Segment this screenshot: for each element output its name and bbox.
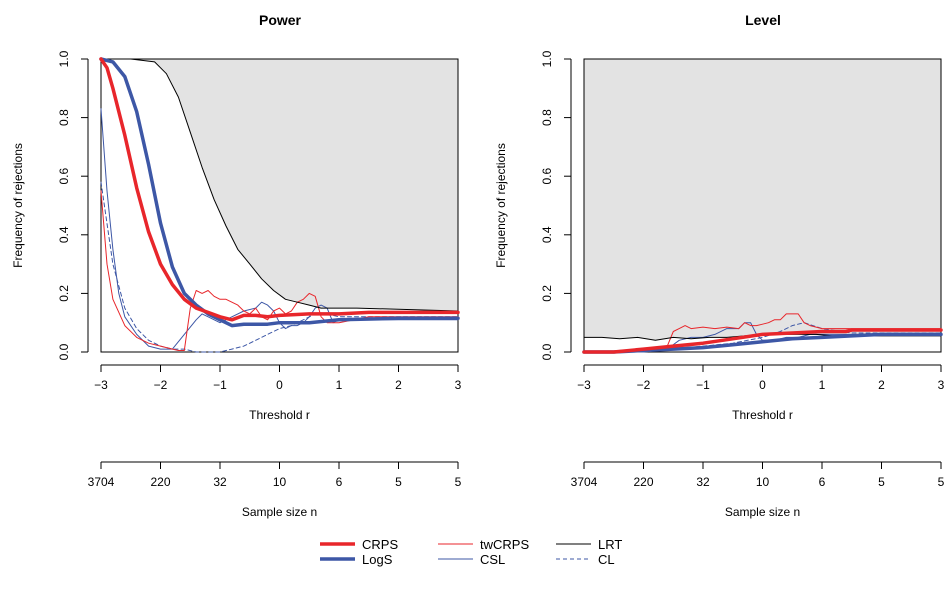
secondary-tick-label: 10 <box>756 475 770 489</box>
y-axis-label: Frequency of rejections <box>494 143 508 268</box>
chart-title: Power <box>259 12 302 28</box>
series-line-twcrps <box>100 190 459 351</box>
series-line-cl <box>583 322 942 353</box>
plot-frame <box>583 58 942 353</box>
legend-label-logs: LogS <box>362 552 393 567</box>
x-tick-label: −3 <box>94 378 108 392</box>
x-tick-label: −2 <box>637 378 651 392</box>
y-tick-label: 0.0 <box>57 343 71 360</box>
y-tick-label: 0.2 <box>57 285 71 302</box>
secondary-tick-label: 6 <box>819 475 826 489</box>
y-tick-label: 1.0 <box>57 50 71 67</box>
y-tick-label: 0.8 <box>540 109 554 126</box>
panel-power: Power 0.0 0.2 0.4 0.6 0.8 1.0 Frequency of reje… <box>11 12 462 519</box>
plot-frame <box>100 58 459 353</box>
x-axis-label: Threshold r <box>732 408 793 422</box>
shaded-region <box>584 59 941 341</box>
secondary-axis-label: Sample size n <box>725 505 800 519</box>
x-tick-label: 1 <box>819 378 826 392</box>
series-line-logs <box>99 57 460 328</box>
secondary-tick-label: 220 <box>150 475 170 489</box>
legend-label-lrt: LRT <box>598 537 622 552</box>
secondary-tick-label: 10 <box>273 475 287 489</box>
x-axis-label: Threshold r <box>249 408 310 422</box>
secondary-tick-label: 5 <box>455 475 462 489</box>
y-tick-label: 0.2 <box>540 285 554 302</box>
legend-label-crps: CRPS <box>362 537 398 552</box>
y-tick-label: 1.0 <box>540 50 554 67</box>
x-tick-label: 2 <box>395 378 402 392</box>
y-axis-label: Frequency of rejections <box>11 143 25 268</box>
x-tick-label: −3 <box>577 378 591 392</box>
x-tick-label: 1 <box>336 378 343 392</box>
series-line-lrt <box>100 58 459 312</box>
x-tick-label: −1 <box>213 378 227 392</box>
legend-label-csl: CSL <box>480 552 505 567</box>
secondary-tick-label: 220 <box>633 475 653 489</box>
secondary-tick-label: 6 <box>336 475 343 489</box>
series-line-crps <box>582 328 943 354</box>
x-tick-label: −2 <box>154 378 168 392</box>
x-tick-label: 3 <box>455 378 462 392</box>
y-tick-label: 0.8 <box>57 109 71 126</box>
series-line-twcrps <box>583 313 942 353</box>
secondary-tick-label: 3704 <box>88 475 115 489</box>
x-tick-label: −1 <box>696 378 710 392</box>
panel-level: Level 0.0 0.2 0.4 0.6 0.8 1.0 Frequency of reje… <box>494 12 945 519</box>
y-tick-label: 0.4 <box>540 226 554 243</box>
x-tick-label: 0 <box>759 378 766 392</box>
y-tick-label: 0.4 <box>57 226 71 243</box>
secondary-tick-label: 5 <box>878 475 885 489</box>
x-tick-label: 3 <box>938 378 945 392</box>
secondary-tick-label: 32 <box>696 475 710 489</box>
y-tick-label: 0.6 <box>57 168 71 185</box>
secondary-tick-label: 5 <box>395 475 402 489</box>
series-line-crps <box>99 57 460 322</box>
y-tick-label: 0.0 <box>540 343 554 360</box>
y-tick-label: 0.6 <box>540 168 554 185</box>
chart-title: Level <box>745 12 781 28</box>
legend-label-cl: CL <box>598 552 615 567</box>
secondary-tick-label: 32 <box>213 475 227 489</box>
secondary-tick-label: 5 <box>938 475 945 489</box>
secondary-axis-label: Sample size n <box>242 505 317 519</box>
x-tick-label: 0 <box>276 378 283 392</box>
x-tick-label: 2 <box>878 378 885 392</box>
shaded-region <box>101 59 458 311</box>
secondary-tick-label: 3704 <box>571 475 598 489</box>
legend-label-twcrps: twCRPS <box>480 537 529 552</box>
